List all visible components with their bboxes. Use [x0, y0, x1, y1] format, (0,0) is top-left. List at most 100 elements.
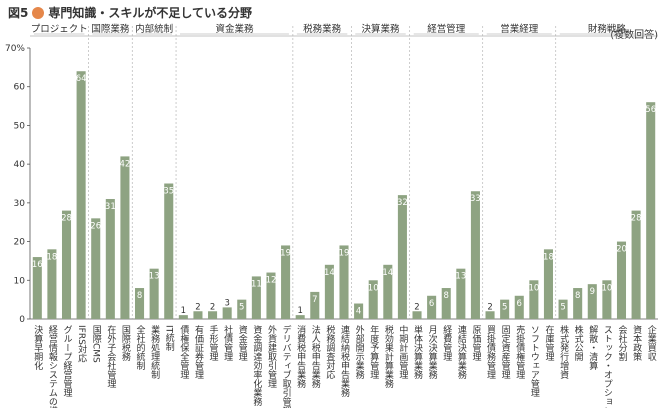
bar	[164, 183, 174, 319]
category-label: 資金調達効率化業務	[251, 324, 262, 407]
bar	[529, 280, 539, 319]
bar	[602, 280, 612, 319]
data-label: 5	[502, 303, 507, 313]
data-label: 10	[368, 283, 379, 293]
y-tick-label: 60	[14, 83, 26, 93]
bar	[631, 210, 641, 319]
bar	[412, 311, 422, 319]
bar	[32, 257, 42, 319]
category-label: 経費管理	[441, 324, 452, 361]
y-tick-label: 40	[14, 160, 26, 170]
data-label: 42	[120, 159, 131, 169]
category-label: 税効果計算業務	[383, 324, 394, 389]
group-label: 営業経理	[500, 23, 539, 35]
bar	[120, 156, 130, 319]
group-label: 決算業務	[362, 23, 401, 35]
data-label: 56	[645, 105, 656, 115]
bar	[558, 299, 568, 319]
bar	[266, 272, 276, 319]
data-label: 10	[528, 283, 539, 293]
category-label: 資金管理	[237, 324, 248, 361]
bar	[383, 264, 393, 319]
data-label: 31	[105, 202, 116, 212]
category-label: IFRS対応	[76, 325, 87, 364]
category-label: 会社分割	[616, 324, 627, 362]
data-label: 2	[414, 302, 419, 312]
category-label: 資本政策	[631, 324, 642, 362]
bar	[251, 276, 261, 319]
bar	[573, 288, 583, 319]
data-label: 2	[210, 302, 215, 312]
data-label: 28	[61, 214, 72, 224]
category-label: 原価管理	[470, 325, 481, 361]
bar	[208, 311, 218, 319]
data-label: 3	[224, 298, 229, 308]
category-label: 債権保全管理	[178, 324, 189, 379]
bar	[47, 249, 57, 319]
bar	[310, 291, 320, 319]
category-label: IT統制	[164, 325, 175, 351]
category-label: 国際CMS	[91, 325, 102, 363]
category-label: 単体決算業務	[412, 324, 423, 380]
multiple-answer-note: (複数回答)	[610, 30, 658, 41]
bar	[368, 280, 378, 319]
category-label: 決算早期化	[32, 324, 43, 371]
bar	[281, 245, 291, 319]
data-label: 18	[46, 252, 57, 262]
category-label: 国際税務	[120, 325, 131, 362]
y-tick-label: 20	[14, 238, 26, 248]
y-tick-label: 0	[19, 315, 25, 325]
title-text: 専門知識・スキルが不足している分野	[48, 6, 253, 20]
data-label: 32	[397, 198, 408, 208]
y-tick-label: 50	[14, 121, 26, 131]
category-label: 企業買収	[646, 324, 657, 362]
category-label: 月次決算業務	[427, 325, 438, 380]
bar	[470, 191, 480, 319]
group-label: 税務業務	[303, 23, 342, 35]
data-label: 10	[601, 283, 612, 293]
category-label: 固定資産管理	[500, 325, 511, 379]
category-label: ソフトウェア管理	[529, 325, 540, 397]
bar	[339, 245, 349, 319]
data-label: 12	[266, 276, 277, 286]
y-tick-label: 10	[14, 276, 26, 286]
bar	[397, 195, 407, 319]
data-label: 13	[455, 272, 466, 282]
data-label: 20	[616, 245, 627, 255]
group-label: 内部統制	[135, 23, 173, 35]
category-label: デリバティブ取引管理	[281, 324, 292, 408]
category-label: 在外子会社管理	[105, 324, 116, 388]
category-label: 連結決算業務	[456, 324, 467, 380]
data-label: 8	[575, 291, 580, 301]
bar	[500, 299, 510, 319]
data-label: 18	[543, 252, 554, 262]
bar	[324, 264, 334, 319]
data-label: 1	[297, 306, 302, 316]
category-label: 株式公開	[573, 324, 584, 362]
y-tick-label: 70%	[5, 44, 25, 54]
data-label: 14	[324, 268, 335, 278]
category-label: 社債管理	[222, 324, 233, 361]
group-label: 資金業務	[215, 23, 254, 35]
group-label: 国際業務	[91, 23, 130, 35]
category-label: 株式発行増資	[558, 324, 569, 380]
bar	[616, 241, 627, 319]
bar	[295, 315, 305, 319]
data-label: 9	[590, 287, 595, 297]
data-label: 13	[149, 272, 160, 282]
category-label: 中期計画管理	[397, 324, 408, 379]
orange-dot-icon	[32, 6, 45, 19]
bar	[427, 295, 437, 319]
category-label: 年度予算管理	[368, 324, 379, 379]
data-label: 5	[560, 303, 565, 313]
data-label: 35	[163, 187, 174, 197]
category-label: 手形管理	[208, 324, 219, 361]
category-label: 税務調査対応	[324, 324, 335, 380]
data-label: 19	[280, 248, 291, 258]
bar	[485, 311, 495, 319]
bar	[354, 303, 364, 319]
data-label: 8	[137, 291, 142, 301]
bar	[456, 268, 466, 319]
